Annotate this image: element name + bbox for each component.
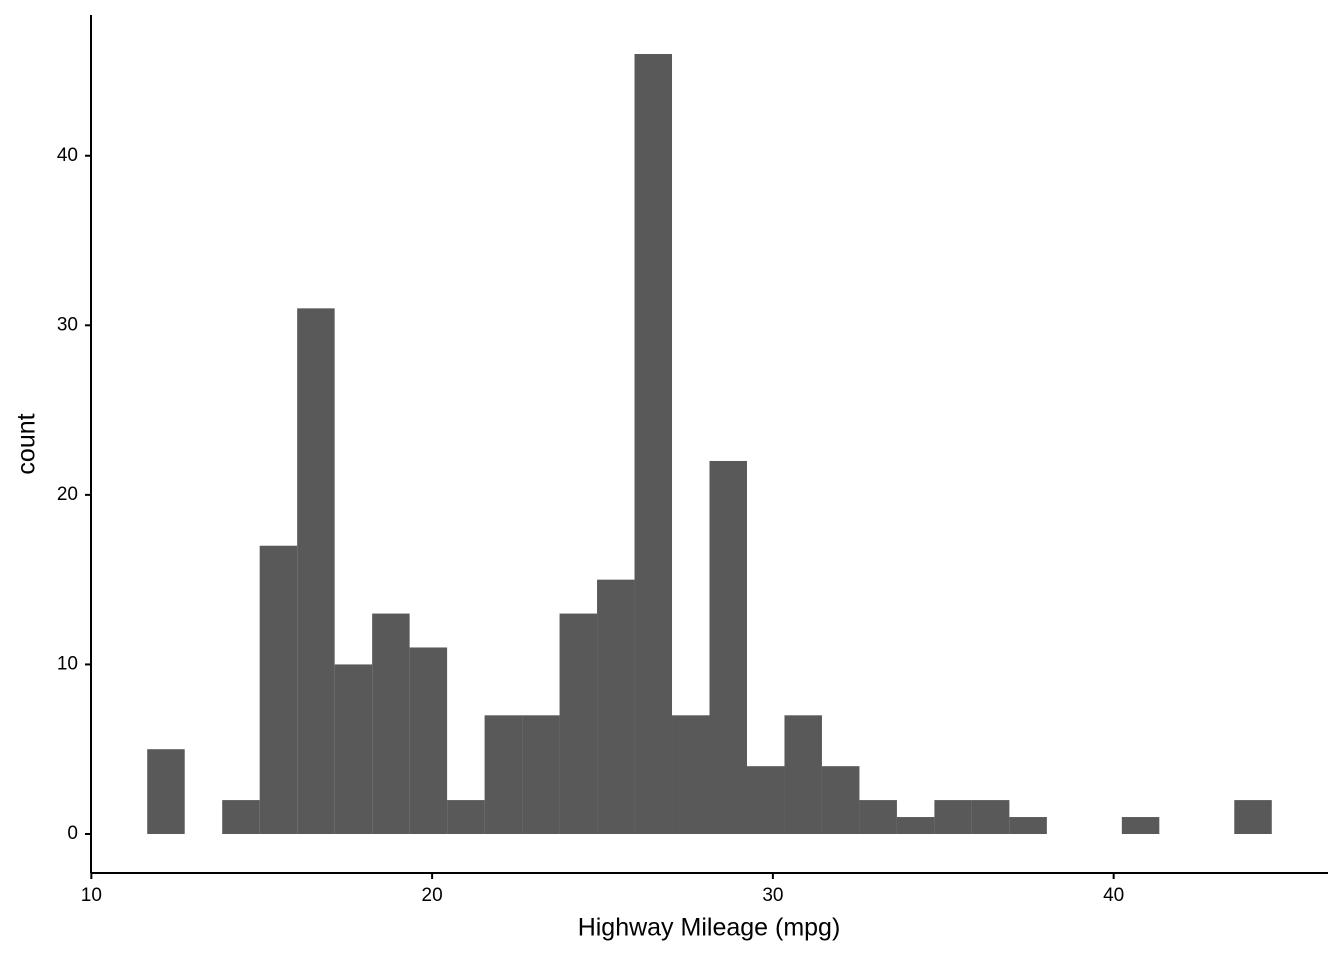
bar [559,613,598,834]
bar [409,647,448,834]
bar [597,579,635,834]
bar [1234,800,1272,834]
bar [784,715,822,834]
bar [447,800,485,834]
y-tick-label: 30 [57,314,78,335]
bar [821,766,860,834]
y-axis-title: count [13,413,41,474]
bar [147,749,185,834]
bar [934,800,972,834]
bar [1121,817,1160,834]
bar [222,800,260,834]
bar [746,766,785,834]
bar [259,545,298,834]
bar [297,308,335,834]
y-tick-label: 20 [57,484,78,505]
bar [634,54,673,834]
y-tick-label: 10 [57,653,78,674]
bar [522,715,560,834]
x-tick-label: 40 [1103,885,1124,906]
bar [896,817,935,834]
x-axis-title: Highway Mileage (mpg) [578,914,841,942]
bar [709,460,747,834]
x-tick-label: 10 [81,885,102,906]
x-tick-label: 30 [762,885,783,906]
bar [334,664,373,834]
bar [672,715,710,834]
bar [971,800,1010,834]
bar [1009,817,1047,834]
bar [484,715,523,834]
bar [372,613,410,834]
bar [859,800,897,834]
y-tick-label: 0 [67,823,78,844]
x-tick-label: 20 [422,885,443,906]
y-tick-label: 40 [57,145,78,166]
